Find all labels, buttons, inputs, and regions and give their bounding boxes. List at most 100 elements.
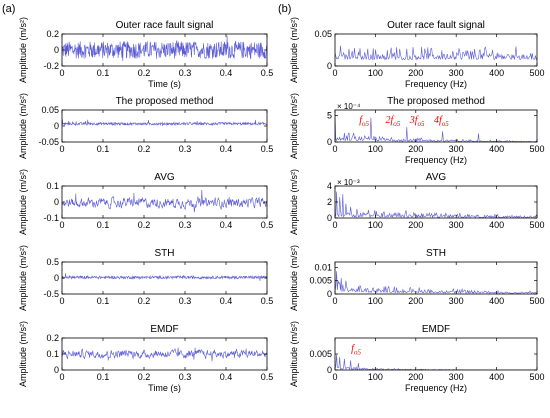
x-tick-label: 100 xyxy=(368,372,383,382)
harmonic-annotation: 2fo5 xyxy=(386,115,401,128)
y-axis-label: Amplitude (m/s²) xyxy=(289,93,299,159)
signal-trace xyxy=(62,347,267,362)
panel-label-a: (a) xyxy=(2,3,15,15)
subplot-title: AVG xyxy=(154,172,175,183)
x-tick-label: 400 xyxy=(489,296,504,306)
axis-multiplier: × 10⁻⁴ xyxy=(337,102,361,111)
x-tick-label: 300 xyxy=(449,372,464,382)
y-tick-label: -0.5 xyxy=(43,289,59,299)
x-tick-label: 300 xyxy=(449,68,464,78)
axes-frame xyxy=(334,33,538,67)
x-tick-label: 0.1 xyxy=(97,296,110,306)
harmonic-annotation: fo5 xyxy=(359,115,369,128)
x-tick-label: 400 xyxy=(489,68,504,78)
subplot-b3: AVG 0 100 200 300 400 500 0 2 4 Amplitude (m/s²) × … xyxy=(289,169,545,235)
harmonic-annotation: fo5 xyxy=(351,343,361,356)
signal-trace xyxy=(62,189,267,213)
axes-frame xyxy=(334,337,538,371)
subplot-title: Outer race fault signal xyxy=(116,20,214,31)
y-tick-label: 0 xyxy=(54,365,59,375)
y-tick-label: 0.05 xyxy=(314,29,332,39)
x-tick-label: 0.1 xyxy=(97,144,110,154)
x-tick-label: 500 xyxy=(529,372,544,382)
harmonic-annotation: 4fo5 xyxy=(434,115,449,128)
x-tick-label: 0.5 xyxy=(261,372,274,382)
x-tick-label: 0 xyxy=(332,68,337,78)
x-tick-label: 0.2 xyxy=(138,68,151,78)
x-tick-label: 300 xyxy=(449,296,464,306)
signal-trace xyxy=(62,273,267,281)
x-tick-label: 200 xyxy=(408,220,423,230)
axes-frame xyxy=(334,109,538,143)
x-tick-label: 400 xyxy=(489,144,504,154)
x-tick-label: 100 xyxy=(368,296,383,306)
x-axis-label: Frequency (Hz) xyxy=(405,79,467,89)
y-tick-label: 0 xyxy=(327,365,332,375)
x-tick-label: 200 xyxy=(408,296,423,306)
axes-frame xyxy=(61,109,268,143)
x-tick-label: 0.3 xyxy=(179,144,192,154)
y-axis-label: Amplitude (m/s²) xyxy=(18,169,28,235)
y-tick-label: 0 xyxy=(327,213,332,223)
x-axis-label: Time (s) xyxy=(148,79,181,89)
x-axis-label: Time (s) xyxy=(148,383,181,393)
subplot-b1: Outer race fault signal 0 100 200 300 400 500 0… xyxy=(289,17,545,89)
subplot-title: Outer race fault signal xyxy=(387,20,485,31)
subplot-a2: The proposed method 0 0.1 0.2 0.3 0.4 0.5 -0.05… xyxy=(18,93,273,159)
x-axis-label: Frequency (Hz) xyxy=(405,155,467,165)
panel-label-b: (b) xyxy=(278,3,291,15)
axes-frame xyxy=(334,185,538,219)
x-tick-label: 0.2 xyxy=(138,296,151,306)
y-axis-label: Amplitude (m/s²) xyxy=(289,17,299,83)
x-tick-label: 200 xyxy=(408,144,423,154)
subplot-title: AVG xyxy=(426,172,447,183)
y-tick-label: 0 xyxy=(54,197,59,207)
y-tick-label: 0.2 xyxy=(46,29,59,39)
x-tick-label: 100 xyxy=(368,144,383,154)
x-tick-label: 0 xyxy=(332,144,337,154)
x-tick-label: 0.3 xyxy=(179,68,192,78)
signal-trace xyxy=(335,191,537,218)
signal-trace xyxy=(62,119,267,127)
y-tick-label: 0 xyxy=(327,61,332,71)
x-tick-label: 500 xyxy=(529,144,544,154)
signal-trace xyxy=(335,45,537,61)
harmonic-annotation: 3fo5 xyxy=(409,115,425,128)
y-tick-label: 0 xyxy=(54,45,59,55)
y-tick-label: 0 xyxy=(327,137,332,147)
y-tick-label: 0 xyxy=(54,273,59,283)
plot-grid: Outer race fault signal 0 0.1 0.2 0.3 0.4 0.5 -… xyxy=(18,17,545,393)
y-axis-label: Amplitude (m/s²) xyxy=(289,245,299,311)
x-tick-label: 0.1 xyxy=(97,220,110,230)
x-tick-label: 200 xyxy=(408,372,423,382)
subplot-a1: Outer race fault signal 0 0.1 0.2 0.3 0.4 0.5 -… xyxy=(18,17,273,89)
x-tick-label: 0.5 xyxy=(261,68,274,78)
signal-trace xyxy=(335,354,537,370)
y-tick-label: 4 xyxy=(327,181,332,191)
x-tick-label: 0.4 xyxy=(220,296,233,306)
x-tick-label: 0.2 xyxy=(138,144,151,154)
y-tick-label: -0.2 xyxy=(43,61,59,71)
x-tick-label: 0.4 xyxy=(220,68,233,78)
y-axis-label: Amplitude (m/s²) xyxy=(289,169,299,235)
subplot-title: EMDF xyxy=(150,324,178,335)
x-tick-label: 0.5 xyxy=(261,296,274,306)
subplot-title: The proposed method xyxy=(116,96,214,107)
subplot-title: STH xyxy=(155,248,175,259)
x-tick-label: 0 xyxy=(332,372,337,382)
x-tick-label: 0.4 xyxy=(220,144,233,154)
x-tick-label: 0 xyxy=(59,372,64,382)
y-axis-label: Amplitude (m/s²) xyxy=(18,93,28,159)
y-tick-label: 0 xyxy=(327,289,332,299)
x-tick-label: 100 xyxy=(368,220,383,230)
x-tick-label: 0 xyxy=(59,68,64,78)
axes-frame xyxy=(334,261,538,295)
x-tick-label: 300 xyxy=(449,220,464,230)
y-tick-label: 0.005 xyxy=(309,349,332,359)
x-tick-label: 100 xyxy=(368,68,383,78)
x-tick-label: 0 xyxy=(59,144,64,154)
subplot-b2: The proposed method 0 100 200 300 400 500 0 5 Fre… xyxy=(289,93,545,165)
